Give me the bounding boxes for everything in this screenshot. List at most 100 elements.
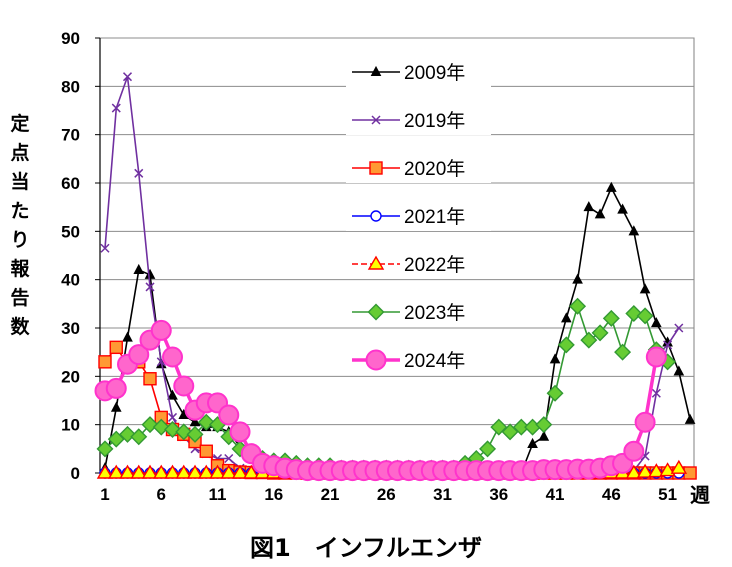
- data-point: [605, 181, 617, 192]
- legend-marker: [370, 210, 382, 222]
- legend-label: 2024年: [404, 350, 465, 372]
- data-point: [186, 464, 204, 479]
- y-axis-label-char: 数: [10, 315, 30, 338]
- y-axis-label-char: 当: [10, 170, 29, 193]
- y-axis-label-char: 告: [10, 286, 29, 309]
- data-point: [186, 425, 204, 443]
- y-tick-label: 90: [61, 29, 80, 48]
- data-point: [100, 243, 110, 253]
- data-point: [144, 268, 156, 279]
- data-point: [670, 459, 688, 474]
- y-tick-label: 0: [71, 464, 80, 483]
- legend-marker: [370, 65, 382, 76]
- x-tick-label: 6: [157, 485, 166, 504]
- legend-entry: 2024年: [346, 345, 491, 375]
- data-point: [141, 464, 159, 479]
- data-point: [153, 464, 170, 479]
- data-point: [673, 365, 685, 376]
- x-tick-label: 46: [602, 485, 621, 504]
- y-tick-label: 10: [61, 416, 80, 435]
- data-point: [143, 372, 157, 386]
- data-point: [130, 428, 148, 446]
- y-axis-label-char: 点: [10, 142, 29, 164]
- legend-marker: [371, 115, 381, 125]
- x-tick-label: 36: [489, 485, 508, 504]
- data-point: [651, 388, 661, 398]
- data-point: [98, 355, 112, 369]
- data-point: [648, 463, 665, 478]
- data-point: [231, 464, 249, 479]
- data-point: [162, 346, 184, 368]
- data-point: [639, 283, 651, 294]
- data-point: [150, 319, 172, 341]
- data-point: [133, 263, 145, 274]
- y-axis-label-char: り: [10, 229, 29, 251]
- legend-entry: 2020年: [346, 153, 491, 183]
- legend-label: 2009年: [404, 62, 465, 84]
- data-point: [243, 464, 260, 479]
- y-tick-label: 40: [61, 271, 80, 290]
- y-tick-label: 30: [61, 319, 80, 338]
- data-point: [628, 225, 640, 236]
- data-point: [501, 423, 519, 441]
- y-tick-label: 50: [61, 222, 80, 241]
- data-point: [130, 464, 147, 479]
- figure-caption: 図1 インフルエンザ: [250, 534, 482, 562]
- data-point: [220, 464, 237, 479]
- data-point: [617, 203, 628, 214]
- legend-marker: [367, 255, 385, 270]
- legend-marker: [369, 161, 383, 175]
- data-point: [583, 201, 595, 212]
- legend-marker: [367, 303, 385, 321]
- data-point: [167, 389, 178, 400]
- legend-entry: 2023年: [346, 297, 491, 327]
- data-point: [128, 344, 150, 366]
- data-point: [512, 418, 530, 436]
- data-point: [560, 312, 572, 323]
- legend-entry: 2019年: [346, 105, 491, 135]
- data-point: [107, 430, 125, 448]
- data-point: [109, 340, 123, 355]
- data-point: [569, 297, 587, 315]
- data-point: [538, 430, 550, 441]
- y-tick-label: 70: [61, 126, 80, 145]
- data-point: [625, 305, 643, 322]
- x-tick-label: 41: [546, 485, 565, 504]
- data-point: [490, 418, 508, 436]
- x-tick-label: 11: [209, 485, 227, 504]
- data-point: [119, 464, 136, 479]
- data-point: [634, 411, 656, 433]
- y-tick-label: 60: [61, 174, 80, 193]
- data-point: [594, 208, 606, 219]
- legend-marker: [365, 349, 387, 371]
- data-point: [636, 307, 654, 325]
- data-point: [122, 72, 133, 82]
- data-point: [167, 412, 178, 422]
- data-point: [164, 464, 181, 479]
- data-point: [557, 336, 575, 354]
- data-point: [614, 343, 632, 361]
- data-point: [145, 282, 155, 292]
- data-point: [108, 464, 125, 479]
- data-point: [105, 377, 127, 399]
- series-7: [94, 319, 667, 482]
- data-point: [110, 401, 122, 412]
- data-point: [119, 425, 136, 443]
- data-point: [645, 346, 667, 368]
- data-point: [625, 464, 643, 479]
- data-point: [152, 418, 170, 436]
- data-point: [173, 375, 195, 397]
- x-tick-label: 26: [377, 485, 396, 504]
- legend-label: 2023年: [404, 302, 465, 324]
- x-tick-label: 1: [100, 485, 109, 504]
- data-point: [189, 416, 201, 427]
- data-point: [651, 317, 662, 328]
- data-point: [229, 421, 251, 443]
- data-point: [479, 440, 497, 458]
- legend-entry: 2022年: [346, 249, 491, 279]
- x-axis-label: 週: [690, 483, 710, 507]
- data-point: [96, 440, 114, 458]
- data-point: [623, 440, 645, 462]
- data-point: [527, 437, 538, 448]
